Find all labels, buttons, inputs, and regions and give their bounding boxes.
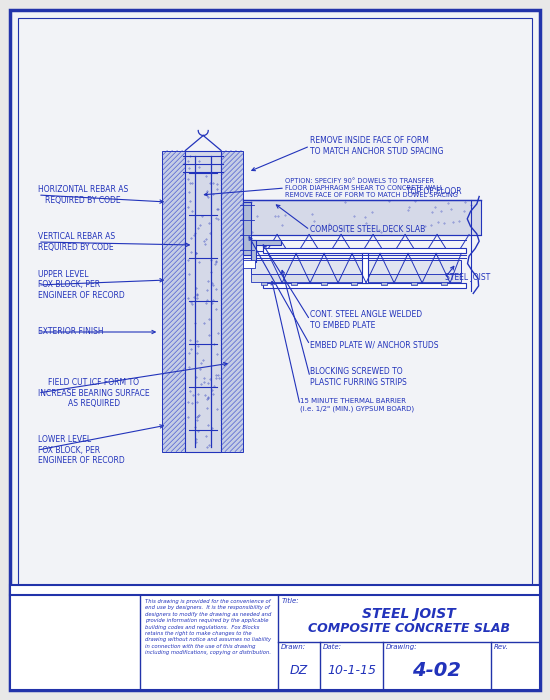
Bar — [251, 260, 461, 274]
Bar — [185, 150, 221, 452]
Bar — [321, 281, 327, 284]
Text: Drawn:: Drawn: — [281, 644, 306, 650]
Bar — [162, 150, 185, 452]
Text: COMPOSITE STEEL DECK SLAB: COMPOSITE STEEL DECK SLAB — [310, 225, 425, 234]
Text: 15 MINUTE THERMAL BARRIER
(i.e. 1/2" (MIN.) GYPSUM BOARD): 15 MINUTE THERMAL BARRIER (i.e. 1/2" (MI… — [300, 398, 414, 412]
Bar — [251, 239, 281, 244]
Text: LOWER LEVEL
FOX BLOCK, PER
ENGINEER OF RECORD: LOWER LEVEL FOX BLOCK, PER ENGINEER OF R… — [38, 435, 125, 465]
Text: CONT. STEEL ANGLE WELDED
TO EMBED PLATE: CONT. STEEL ANGLE WELDED TO EMBED PLATE — [310, 310, 422, 330]
Bar — [263, 248, 466, 253]
Bar — [263, 283, 466, 288]
Text: HORIZONTAL REBAR AS
REQUIRED BY CODE: HORIZONTAL REBAR AS REQUIRED BY CODE — [38, 186, 128, 204]
Text: EMBED PLATE W/ ANCHOR STUDS: EMBED PLATE W/ ANCHOR STUDS — [310, 340, 438, 349]
Text: STEEL JOIST: STEEL JOIST — [445, 274, 490, 283]
Bar — [441, 281, 447, 284]
Text: UPPER LEVEL
FOX BLOCK, PER
ENGINEER OF RECORD: UPPER LEVEL FOX BLOCK, PER ENGINEER OF R… — [38, 270, 125, 300]
Bar — [381, 281, 387, 284]
Text: BLOCKING SCREWED TO
PLASTIC FURRING STRIPS: BLOCKING SCREWED TO PLASTIC FURRING STRI… — [310, 368, 407, 386]
Text: Title:: Title: — [282, 598, 300, 604]
Bar — [221, 150, 243, 452]
Bar — [251, 239, 256, 262]
Bar — [351, 281, 357, 284]
Text: TOP OF FLOOR: TOP OF FLOOR — [406, 186, 462, 195]
Text: STEEL JOIST: STEEL JOIST — [362, 607, 456, 621]
Text: Rev.: Rev. — [494, 644, 509, 650]
Bar — [243, 260, 255, 267]
Bar — [261, 281, 267, 284]
Bar — [251, 274, 461, 281]
Text: OPTION: SPECIFY 90° DOWELS TO TRANSFER
FLOOR DIAPHRAGM SHEAR TO CONCRETE WALL
RE: OPTION: SPECIFY 90° DOWELS TO TRANSFER F… — [285, 178, 458, 198]
Bar — [243, 202, 251, 255]
Bar — [411, 281, 417, 284]
Text: COMPOSITE CONCRETE SLAB: COMPOSITE CONCRETE SLAB — [308, 622, 510, 636]
Bar — [362, 253, 367, 283]
Text: Date:: Date: — [323, 644, 342, 650]
Text: This drawing is provided for the convenience of
end use by designers.  It is the: This drawing is provided for the conveni… — [145, 599, 271, 655]
Text: Drawing:: Drawing: — [386, 644, 417, 650]
Text: DZ: DZ — [290, 664, 308, 676]
Bar — [291, 281, 297, 284]
Bar — [10, 585, 540, 690]
Text: EXTERIOR FINISH: EXTERIOR FINISH — [38, 328, 103, 337]
Text: 4-02: 4-02 — [412, 661, 461, 680]
Text: FIELD CUT ICF FORM TO
INCREASE BEARING SURFACE
AS REQUIRED: FIELD CUT ICF FORM TO INCREASE BEARING S… — [38, 378, 150, 408]
Text: REMOVE INSIDE FACE OF FORM
TO MATCH ANCHOR STUD SPACING: REMOVE INSIDE FACE OF FORM TO MATCH ANCH… — [310, 136, 443, 155]
Text: 10-1-15: 10-1-15 — [327, 664, 376, 676]
Bar — [243, 199, 481, 234]
Text: VERTICAL REBAR AS
REQUIRED BY CODE: VERTICAL REBAR AS REQUIRED BY CODE — [38, 232, 115, 252]
